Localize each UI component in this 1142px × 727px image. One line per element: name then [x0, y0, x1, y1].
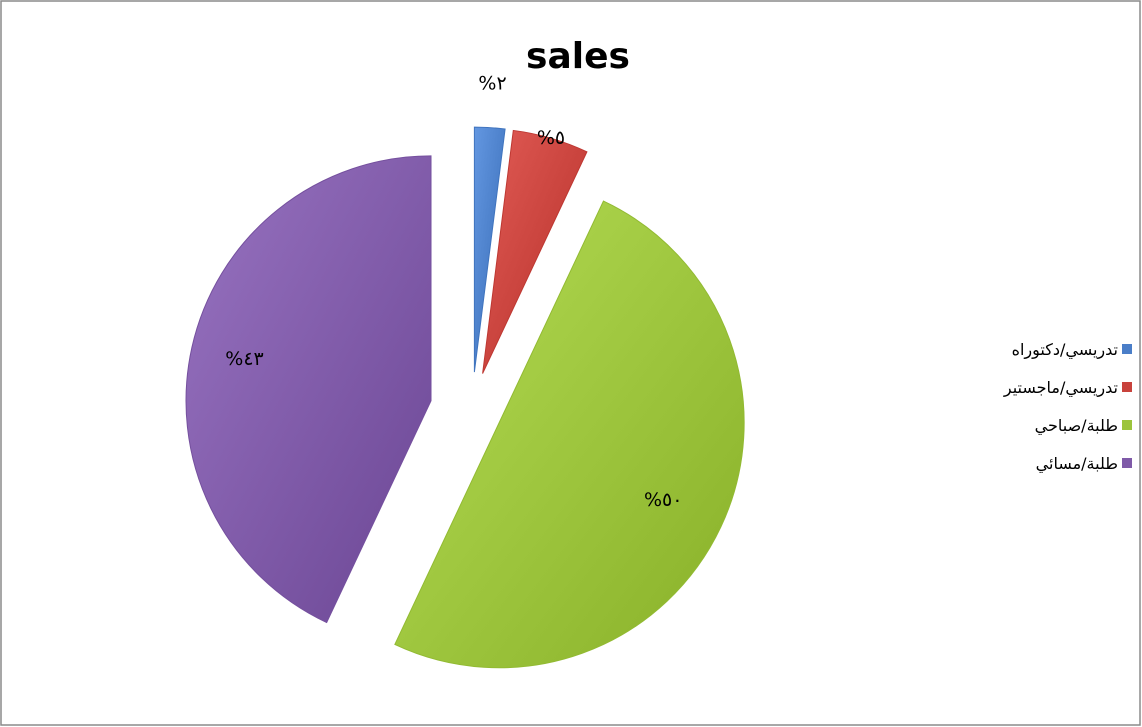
legend-swatch-4	[1122, 458, 1132, 468]
legend-label-4: طلبة/مسائي	[1035, 453, 1118, 473]
legend-item-3: طلبة/صباحي	[892, 406, 1132, 444]
legend-swatch-1	[1122, 344, 1132, 354]
pie-slice-4	[185, 155, 432, 624]
data-label-2: %٥	[537, 127, 565, 149]
data-label-3: %٥٠	[644, 489, 682, 511]
legend-label-1: تدريسي/دكتوراه	[1011, 339, 1118, 359]
legend-swatch-2	[1122, 382, 1132, 392]
data-label-4: %٤٣	[225, 348, 263, 370]
legend-label-2: تدريسي/ماجستير	[1003, 377, 1118, 397]
legend-item-1: تدريسي/دكتوراه	[892, 330, 1132, 368]
legend-item-2: تدريسي/ماجستير	[892, 368, 1132, 406]
legend-swatch-3	[1122, 420, 1132, 430]
pie-slices	[185, 126, 745, 669]
chart-title: sales	[526, 36, 630, 77]
legend-item-4: طلبة/مسائي	[892, 444, 1132, 482]
slice-labels: %٢ %٥ %٥٠ %٤٣	[225, 73, 682, 511]
legend: تدريسي/دكتوراه تدريسي/ماجستير طلبة/صباحي طل…	[892, 330, 1132, 482]
pie-slice-2	[482, 129, 588, 374]
data-label-1: %٢	[478, 73, 506, 95]
legend-label-3: طلبة/صباحي	[1034, 415, 1118, 435]
pie-slice-1	[473, 126, 506, 373]
pie-slice-3	[394, 200, 745, 669]
